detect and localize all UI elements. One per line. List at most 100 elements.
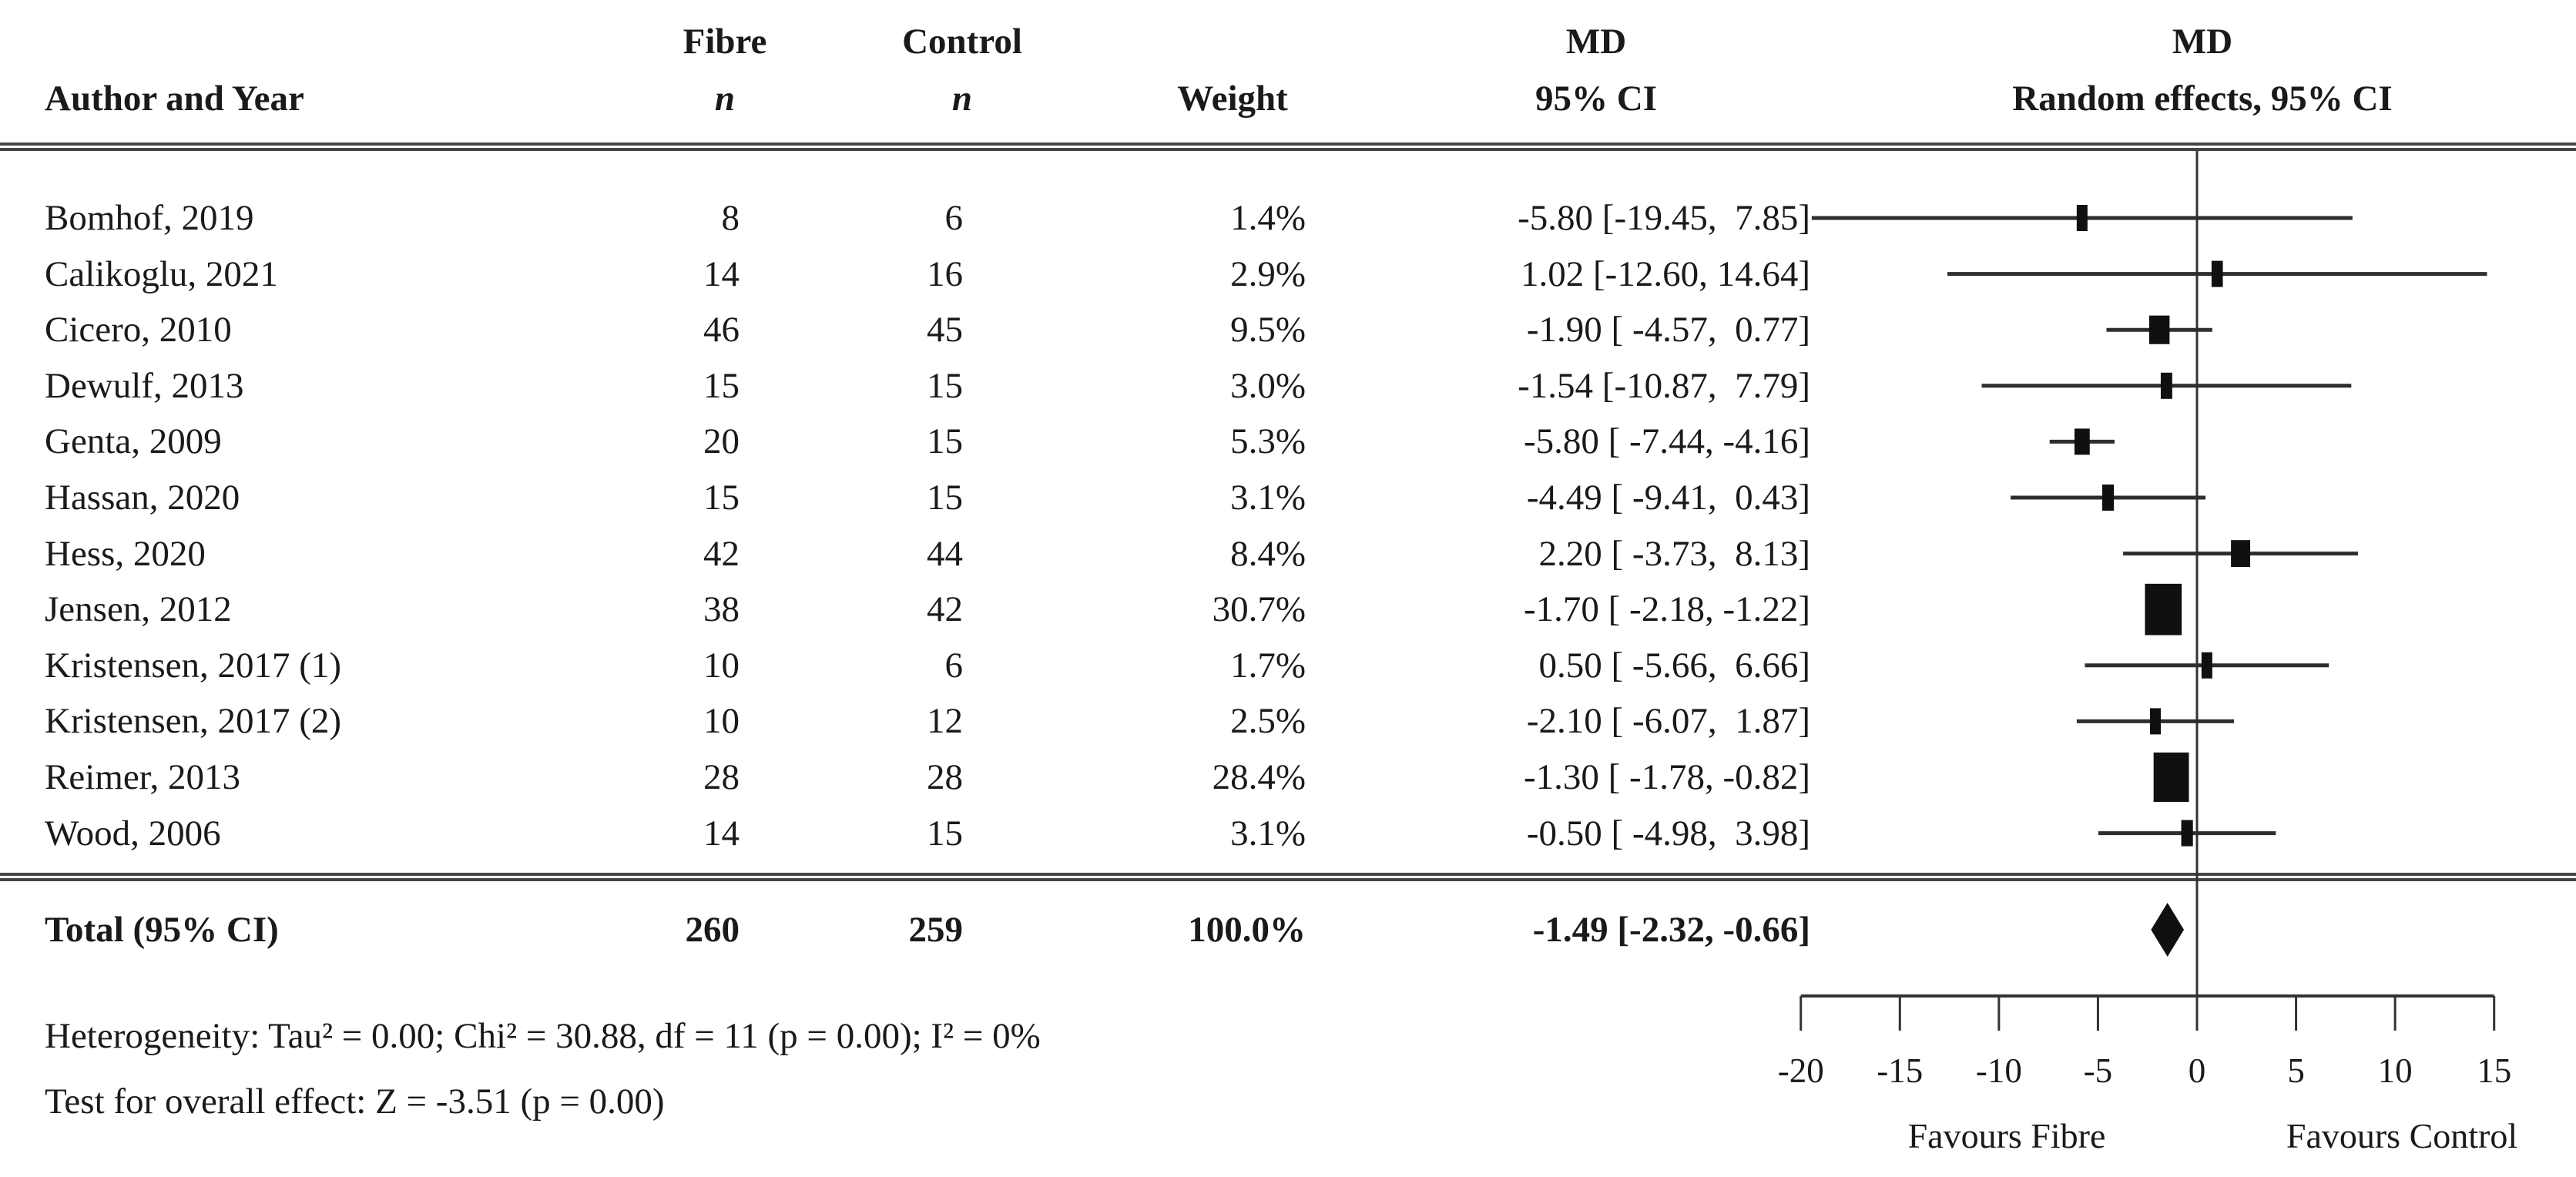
header-md-line1: MD <box>1565 22 1627 62</box>
study-row: Bomhof, 2019 8 6 1.4% -5.80 [-19.45, 7.85] <box>0 190 2576 246</box>
study-fibre-n: 14 <box>703 253 740 294</box>
x-axis-tick-label: -10 <box>1976 1051 2022 1090</box>
header-fibre-group: Fibre <box>683 22 767 62</box>
study-control-n: 44 <box>927 533 963 574</box>
study-weight: 3.1% <box>1230 813 1306 853</box>
study-control-n: 6 <box>944 198 964 238</box>
study-row: Cicero, 2010 46 45 9.5% -1.90 [ -4.57, 0.77] <box>0 302 2576 357</box>
study-md-ci: -1.30 [ -1.78, -0.82] <box>1523 757 1810 797</box>
study-control-n: 16 <box>927 253 963 294</box>
favours-left-label: Favours Fibre <box>1907 1116 2106 1155</box>
study-author: Cicero, 2010 <box>45 310 232 350</box>
overall-effect-note: Test for overall effect: Z = -3.51 (p = … <box>45 1081 665 1122</box>
study-weight: 2.5% <box>1230 701 1306 742</box>
study-row: Kristensen, 2017 (2) 10 12 2.5% -2.10 [ -6.0… <box>0 693 2576 749</box>
study-fibre-n: 42 <box>703 533 740 574</box>
study-row: Calikoglu, 2021 14 16 2.9% 1.02 [-12.60, 14.… <box>0 246 2576 302</box>
study-control-n: 42 <box>927 589 963 630</box>
study-author: Jensen, 2012 <box>45 589 232 630</box>
study-fibre-n: 10 <box>703 701 740 742</box>
study-weight: 1.7% <box>1230 645 1306 686</box>
x-axis-tick-label: 15 <box>2477 1051 2511 1090</box>
header-n-fibre: n <box>714 79 736 119</box>
total-md-ci: -1.49 [-2.32, -0.66] <box>1532 910 1810 950</box>
study-row: Dewulf, 2013 15 15 3.0% -1.54 [-10.87, 7.79] <box>0 358 2576 414</box>
total-weight: 100.0% <box>1188 910 1306 950</box>
study-control-n: 15 <box>927 365 963 406</box>
header-plot-line2: Random effects, 95% CI <box>2012 79 2393 119</box>
study-author: Calikoglu, 2021 <box>45 253 278 294</box>
x-axis-tick-label: 10 <box>2378 1051 2413 1090</box>
study-control-n: 45 <box>927 310 963 350</box>
study-row: Wood, 2006 14 15 3.1% -0.50 [ -4.98, 3.98] <box>0 806 2576 861</box>
x-axis-tick-label: -15 <box>1877 1051 1923 1090</box>
study-control-n: 12 <box>927 701 963 742</box>
study-md-ci: -0.50 [ -4.98, 3.98] <box>1526 813 1810 853</box>
study-md-ci: 2.20 [ -3.73, 8.13] <box>1538 533 1810 574</box>
study-weight: 9.5% <box>1230 310 1306 350</box>
header-md-line2: 95% CI <box>1535 79 1657 119</box>
study-author: Hess, 2020 <box>45 533 206 574</box>
study-md-ci: -5.80 [-19.45, 7.85] <box>1518 198 1810 238</box>
total-label: Total (95% CI) <box>45 910 279 950</box>
x-axis-tick-label: -20 <box>1778 1051 1824 1090</box>
study-weight: 2.9% <box>1230 253 1306 294</box>
study-md-ci: 0.50 [ -5.66, 6.66] <box>1538 645 1810 686</box>
study-md-ci: 1.02 [-12.60, 14.64] <box>1521 253 1810 294</box>
study-control-n: 28 <box>927 757 963 797</box>
study-author: Bomhof, 2019 <box>45 198 254 238</box>
study-control-n: 15 <box>927 478 963 518</box>
study-control-n: 6 <box>944 645 964 686</box>
study-fibre-n: 20 <box>703 421 740 462</box>
study-weight: 3.0% <box>1230 365 1306 406</box>
x-axis-tick-label: -5 <box>2084 1051 2113 1090</box>
study-weight: 3.1% <box>1230 478 1306 518</box>
header-weight: Weight <box>1177 79 1288 119</box>
study-row: Kristensen, 2017 (1) 10 6 1.7% 0.50 [ -5.66,… <box>0 638 2576 693</box>
total-row: Total (95% CI) 260 259 100.0% -1.49 [-2.… <box>0 902 2576 957</box>
study-weight: 1.4% <box>1230 198 1306 238</box>
study-author: Reimer, 2013 <box>45 757 240 797</box>
header-separator-rule <box>0 143 2576 151</box>
study-fibre-n: 15 <box>703 365 740 406</box>
study-fibre-n: 46 <box>703 310 740 350</box>
header-n-control: n <box>951 79 973 119</box>
study-md-ci: -4.49 [ -9.41, 0.43] <box>1526 478 1810 518</box>
header-plot-line1: MD <box>2172 22 2233 62</box>
total-separator-rule <box>0 873 2576 881</box>
study-weight: 5.3% <box>1230 421 1306 462</box>
study-row: Hess, 2020 42 44 8.4% 2.20 [ -3.73, 8.13] <box>0 526 2576 582</box>
header-author: Author and Year <box>45 79 304 119</box>
study-row: Genta, 2009 20 15 5.3% -5.80 [ -7.44, -4.16] <box>0 414 2576 469</box>
study-author: Kristensen, 2017 (2) <box>45 701 342 742</box>
study-fibre-n: 10 <box>703 645 740 686</box>
study-control-n: 15 <box>927 813 963 853</box>
total-control-n: 259 <box>908 910 964 950</box>
study-md-ci: -5.80 [ -7.44, -4.16] <box>1523 421 1810 462</box>
study-fibre-n: 28 <box>703 757 740 797</box>
study-md-ci: -1.90 [ -4.57, 0.77] <box>1526 310 1810 350</box>
header-control-group: Control <box>902 22 1022 62</box>
study-fibre-n: 14 <box>703 813 740 853</box>
study-weight: 28.4% <box>1212 757 1306 797</box>
study-author: Wood, 2006 <box>45 813 221 853</box>
study-control-n: 15 <box>927 421 963 462</box>
study-author: Kristensen, 2017 (1) <box>45 645 342 686</box>
study-row: Reimer, 2013 28 28 28.4% -1.30 [ -1.78, -0.8… <box>0 749 2576 805</box>
study-author: Genta, 2009 <box>45 421 222 462</box>
study-fibre-n: 15 <box>703 478 740 518</box>
study-row: Jensen, 2012 38 42 30.7% -1.70 [ -2.18, -1.2… <box>0 582 2576 637</box>
study-md-ci: -2.10 [ -6.07, 1.87] <box>1526 701 1810 742</box>
study-fibre-n: 8 <box>721 198 740 238</box>
study-weight: 8.4% <box>1230 533 1306 574</box>
x-axis-tick-label: 0 <box>2189 1051 2206 1090</box>
x-axis-tick-label: 5 <box>2287 1051 2305 1090</box>
study-row: Hassan, 2020 15 15 3.1% -4.49 [ -9.41, 0.43] <box>0 470 2576 525</box>
heterogeneity-note: Heterogeneity: Tau² = 0.00; Chi² = 30.88… <box>45 1016 1041 1056</box>
favours-right-label: Favours Control <box>2286 1116 2518 1155</box>
study-fibre-n: 38 <box>703 589 740 630</box>
study-weight: 30.7% <box>1212 589 1306 630</box>
study-author: Hassan, 2020 <box>45 478 240 518</box>
study-author: Dewulf, 2013 <box>45 365 244 406</box>
